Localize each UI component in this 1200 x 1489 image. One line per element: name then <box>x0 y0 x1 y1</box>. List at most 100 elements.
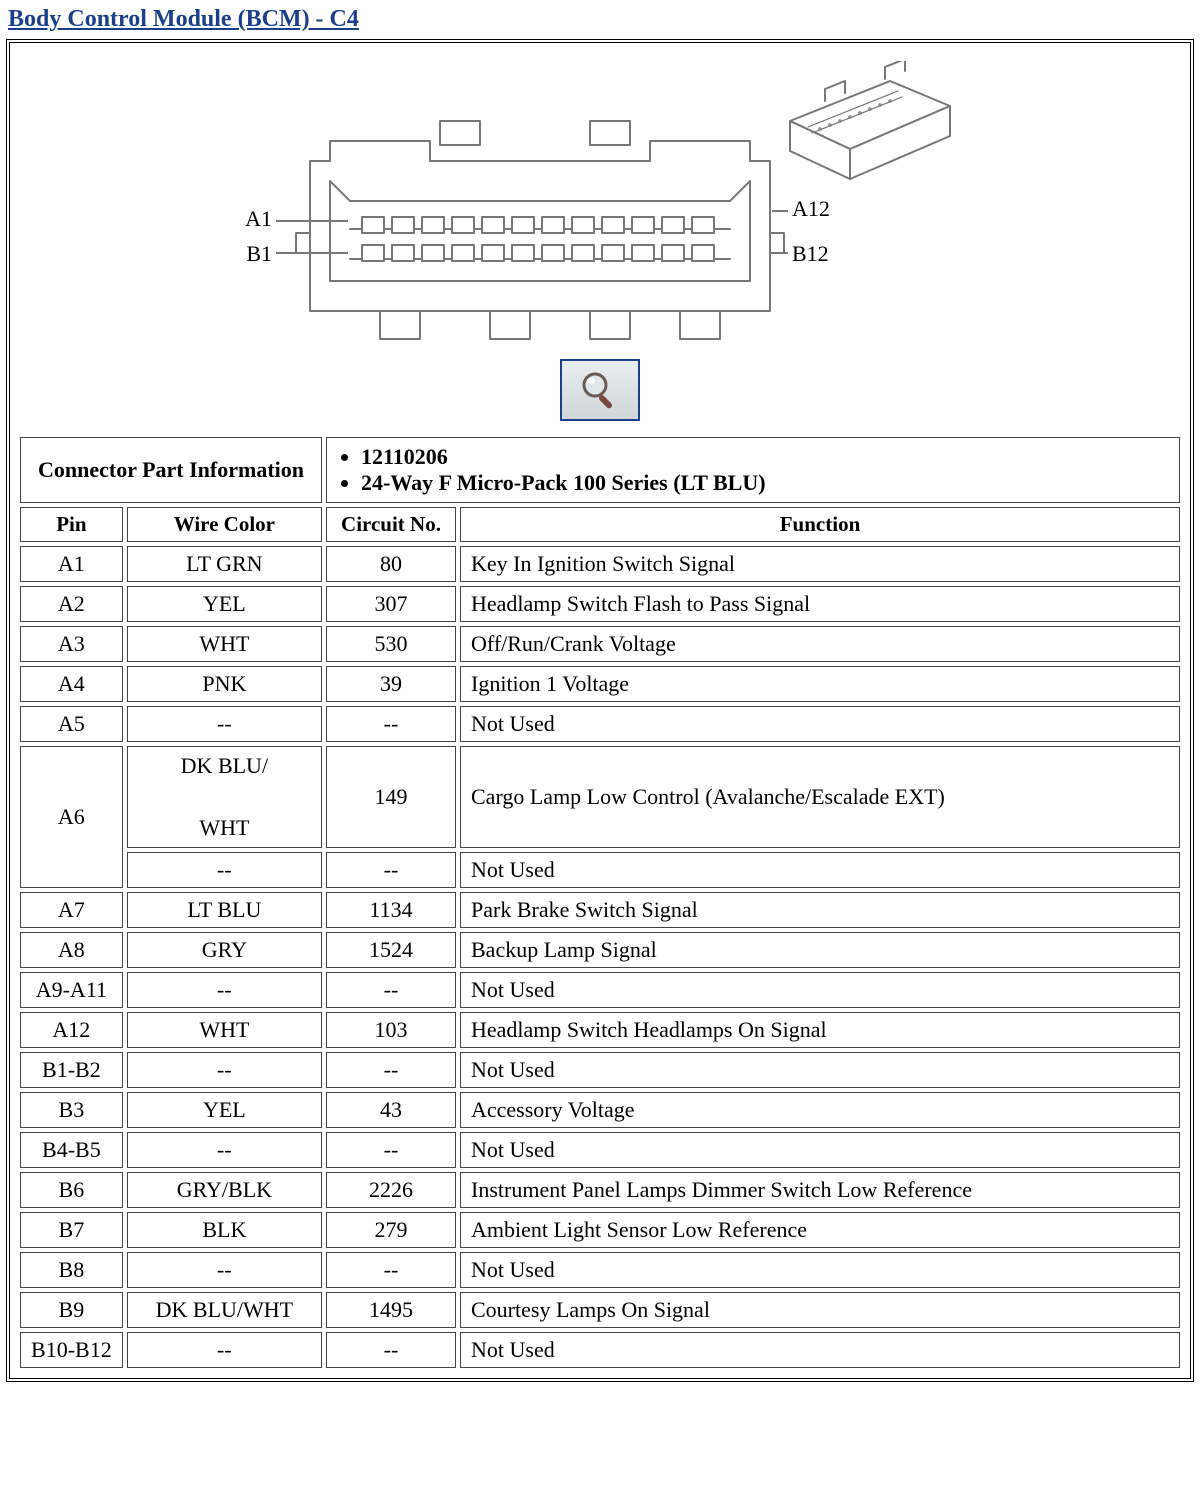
table-row: B3YEL43Accessory Voltage <box>20 1092 1180 1128</box>
cell-pin: A7 <box>20 892 123 928</box>
table-row: B8----Not Used <box>20 1252 1180 1288</box>
cell-function: Not Used <box>460 1252 1180 1288</box>
cell-pin: A9-A11 <box>20 972 123 1008</box>
cell-function: Courtesy Lamps On Signal <box>460 1292 1180 1328</box>
label-a1: A1 <box>245 206 272 231</box>
cell-pin: A4 <box>20 666 123 702</box>
cell-circuit: 39 <box>326 666 456 702</box>
label-b12: B12 <box>792 241 829 266</box>
table-row: ----Not Used <box>20 852 1180 888</box>
cell-wire-color: DK BLU/WHT <box>127 746 322 848</box>
table-row: B10-B12----Not Used <box>20 1332 1180 1368</box>
cell-pin: B1-B2 <box>20 1052 123 1088</box>
cell-function: Not Used <box>460 1332 1180 1368</box>
page-title: Body Control Module (BCM) - C4 <box>8 6 1194 33</box>
cell-wire-color: -- <box>127 706 322 742</box>
table-row: B6GRY/BLK2226Instrument Panel Lamps Dimm… <box>20 1172 1180 1208</box>
cell-circuit: 1134 <box>326 892 456 928</box>
cell-wire-color: GRY <box>127 932 322 968</box>
connector-svg: A1 A12 B1 B12 <box>230 61 970 341</box>
cell-circuit: -- <box>326 1252 456 1288</box>
cell-pin: B4-B5 <box>20 1132 123 1168</box>
cell-pin: A3 <box>20 626 123 662</box>
cell-function: Key In Ignition Switch Signal <box>460 546 1180 582</box>
table-row: B9DK BLU/WHT1495Courtesy Lamps On Signal <box>20 1292 1180 1328</box>
cell-circuit: 530 <box>326 626 456 662</box>
col-circuit: Circuit No. <box>326 507 456 542</box>
table-row: B4-B5----Not Used <box>20 1132 1180 1168</box>
table-row: A3WHT530Off/Run/Crank Voltage <box>20 626 1180 662</box>
cell-circuit: -- <box>326 852 456 888</box>
label-b1: B1 <box>246 241 272 266</box>
cell-circuit: 103 <box>326 1012 456 1048</box>
cell-function: Not Used <box>460 852 1180 888</box>
cell-circuit: 1495 <box>326 1292 456 1328</box>
connector-part-info-item: 24-Way F Micro-Pack 100 Series (LT BLU) <box>361 470 1169 496</box>
table-row: A8GRY1524Backup Lamp Signal <box>20 932 1180 968</box>
cell-circuit: -- <box>326 706 456 742</box>
magnify-icon <box>578 368 622 412</box>
cell-wire-color: GRY/BLK <box>127 1172 322 1208</box>
cell-circuit: -- <box>326 1132 456 1168</box>
cell-circuit: 2226 <box>326 1172 456 1208</box>
table-row: A7LT BLU1134Park Brake Switch Signal <box>20 892 1180 928</box>
col-pin: Pin <box>20 507 123 542</box>
connector-diagram: A1 A12 B1 B12 <box>16 51 1184 421</box>
cell-wire-color: -- <box>127 1332 322 1368</box>
cell-pin: A5 <box>20 706 123 742</box>
cell-function: Headlamp Switch Flash to Pass Signal <box>460 586 1180 622</box>
cell-circuit: 1524 <box>326 932 456 968</box>
cell-pin: A8 <box>20 932 123 968</box>
table-row: A2YEL307Headlamp Switch Flash to Pass Si… <box>20 586 1180 622</box>
cell-wire-color: -- <box>127 852 322 888</box>
cell-function: Headlamp Switch Headlamps On Signal <box>460 1012 1180 1048</box>
col-wirecolor: Wire Color <box>127 507 322 542</box>
zoom-button[interactable] <box>560 359 640 421</box>
table-row: A1LT GRN80Key In Ignition Switch Signal <box>20 546 1180 582</box>
cell-function: Not Used <box>460 1132 1180 1168</box>
pinout-table: Connector Part Information 1211020624-Wa… <box>16 433 1184 1372</box>
cell-pin: A6 <box>20 746 123 888</box>
cell-wire-color: WHT <box>127 626 322 662</box>
connector-part-info-list: 1211020624-Way F Micro-Pack 100 Series (… <box>361 444 1169 496</box>
cell-wire-color: -- <box>127 1132 322 1168</box>
cell-wire-color: BLK <box>127 1212 322 1248</box>
cell-pin: B6 <box>20 1172 123 1208</box>
cell-wire-color: -- <box>127 1052 322 1088</box>
cell-wire-color: -- <box>127 1252 322 1288</box>
cell-function: Cargo Lamp Low Control (Avalanche/Escala… <box>460 746 1180 848</box>
label-a12: A12 <box>792 196 830 221</box>
cell-pin: B7 <box>20 1212 123 1248</box>
cell-wire-color: WHT <box>127 1012 322 1048</box>
cell-function: Park Brake Switch Signal <box>460 892 1180 928</box>
table-row: B1-B2----Not Used <box>20 1052 1180 1088</box>
cell-wire-color: YEL <box>127 586 322 622</box>
cell-pin: A12 <box>20 1012 123 1048</box>
cell-circuit: 307 <box>326 586 456 622</box>
cell-pin: A1 <box>20 546 123 582</box>
table-row: A4PNK39Ignition 1 Voltage <box>20 666 1180 702</box>
cell-circuit: 43 <box>326 1092 456 1128</box>
cell-circuit: 279 <box>326 1212 456 1248</box>
table-row: A12WHT103Headlamp Switch Headlamps On Si… <box>20 1012 1180 1048</box>
cell-wire-color: LT BLU <box>127 892 322 928</box>
cell-function: Instrument Panel Lamps Dimmer Switch Low… <box>460 1172 1180 1208</box>
cell-circuit: -- <box>326 972 456 1008</box>
cell-pin: B3 <box>20 1092 123 1128</box>
cell-function: Ambient Light Sensor Low Reference <box>460 1212 1180 1248</box>
cell-pin: B8 <box>20 1252 123 1288</box>
cell-circuit: -- <box>326 1332 456 1368</box>
cell-function: Not Used <box>460 706 1180 742</box>
cell-circuit: 80 <box>326 546 456 582</box>
cell-function: Not Used <box>460 972 1180 1008</box>
cell-function: Accessory Voltage <box>460 1092 1180 1128</box>
cell-wire-color: PNK <box>127 666 322 702</box>
cell-pin: B9 <box>20 1292 123 1328</box>
table-row: A9-A11----Not Used <box>20 972 1180 1008</box>
table-row: A5----Not Used <box>20 706 1180 742</box>
cell-wire-color: DK BLU/WHT <box>127 1292 322 1328</box>
connector-part-info-item: 12110206 <box>361 444 1169 470</box>
cell-circuit: -- <box>326 1052 456 1088</box>
connector-document: A1 A12 B1 B12 <box>6 39 1194 1382</box>
col-function: Function <box>460 507 1180 542</box>
